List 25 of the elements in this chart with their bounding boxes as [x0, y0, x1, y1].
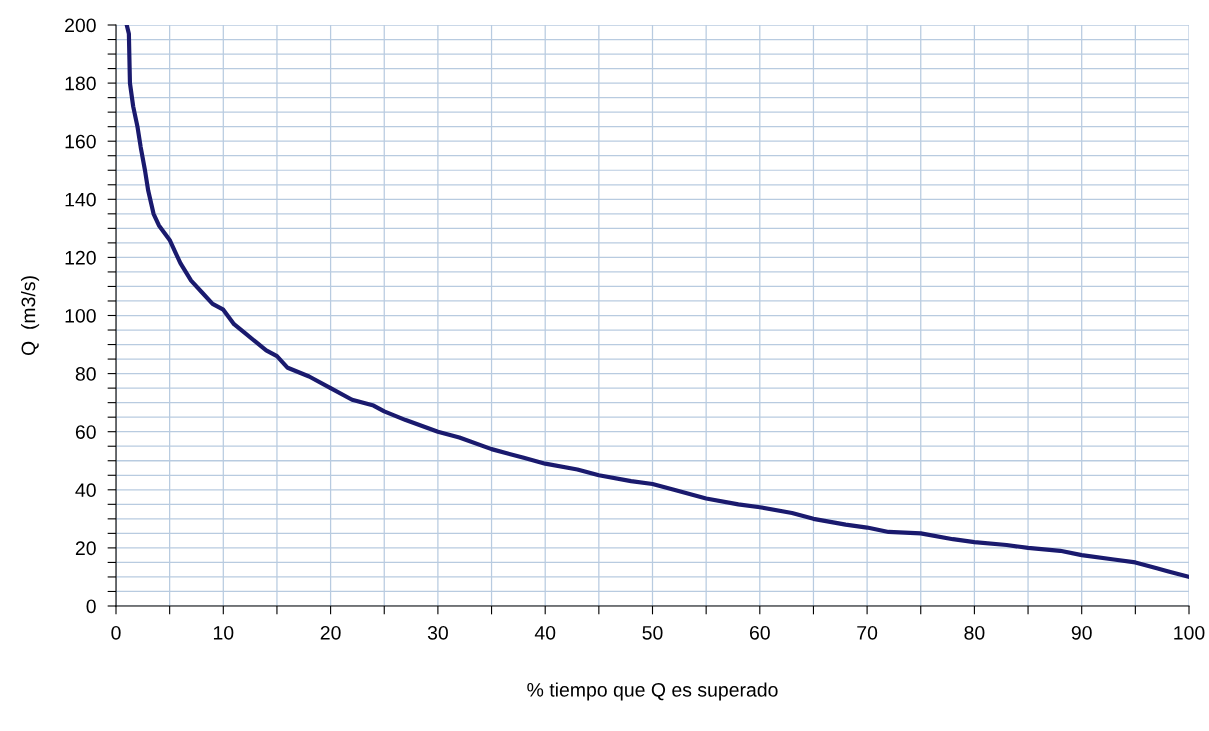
y-tick-label: 60 [75, 425, 96, 439]
y-tick-label: 160 [65, 134, 96, 149]
x-tick-label: 30 [427, 625, 448, 640]
y-tick-label: 40 [75, 483, 96, 498]
y-tick-label: 100 [65, 308, 96, 323]
x-tick-label: 60 [749, 625, 770, 640]
y-tick-label: 0 [86, 599, 96, 614]
x-tick-label: 90 [1071, 625, 1092, 640]
line-series [124, 25, 1189, 580]
x-tick-label: 20 [320, 625, 341, 640]
x-tick-label: 70 [857, 625, 878, 640]
y-tick-label: 120 [65, 250, 96, 265]
y-tick-label: 80 [75, 367, 96, 381]
x-tick-label: 100 [1174, 625, 1205, 640]
y-tick-label: 200 [65, 18, 96, 33]
x-axis-title: % tiempo que Q es superado [527, 682, 778, 701]
x-tick-label: 0 [111, 625, 121, 640]
y-axis-title: Q (m3/s) [20, 276, 40, 356]
y-tick-label: 180 [65, 76, 96, 91]
x-tick-label: 80 [964, 625, 985, 640]
x-tick-label: 50 [642, 625, 663, 640]
x-tick-label: 10 [213, 625, 234, 640]
x-tick-label: 40 [534, 625, 556, 640]
y-tick-label: 20 [75, 541, 96, 556]
y-tick-label: 140 [65, 192, 96, 207]
